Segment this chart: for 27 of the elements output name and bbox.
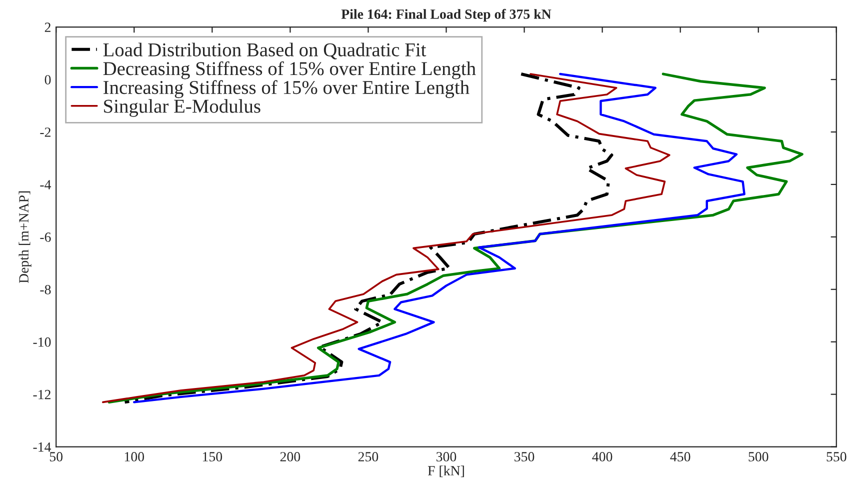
x-tick-label: 550 [826,452,846,462]
y-tick-label: -4 [40,180,52,190]
legend-label: Increasing Stiffness of 15% over Entire Length [103,80,470,98]
y-tick-label: -14 [33,442,52,452]
y-tick-label: -10 [33,337,51,347]
x-tick-label: 300 [436,452,456,462]
y-tick-label: 2 [44,22,50,32]
y-tick-label: -2 [40,128,50,137]
legend-label: Singular E-Modulus [104,99,260,117]
x-tick-label: 150 [202,452,222,462]
y-tick-label: -12 [33,390,50,400]
x-tick-label: 250 [358,452,378,462]
y-tick-label: -8 [40,284,51,294]
x-tick-label: 400 [592,452,612,462]
x-tick-label: 200 [280,452,300,462]
x-tick-label: 50 [50,452,63,462]
chart-title: Pile 164: Final Load Step of 375 kN [341,8,552,22]
y-tick-label: 0 [44,75,51,84]
x-tick-label: 350 [514,452,534,462]
x-tick-label: 100 [124,452,144,462]
legend-label: Decreasing Stiffness of 15% over Entire Length [103,61,476,80]
legend-label: Load Distribution Based on Quadratic Fit [103,42,426,60]
y-axis-title: Depth [m+NAP] [18,191,32,284]
y-tick-label: -6 [40,232,51,242]
x-tick-label: 500 [748,452,768,462]
x-axis-title: F [kN] [428,466,464,478]
x-tick-label: 450 [670,452,690,462]
